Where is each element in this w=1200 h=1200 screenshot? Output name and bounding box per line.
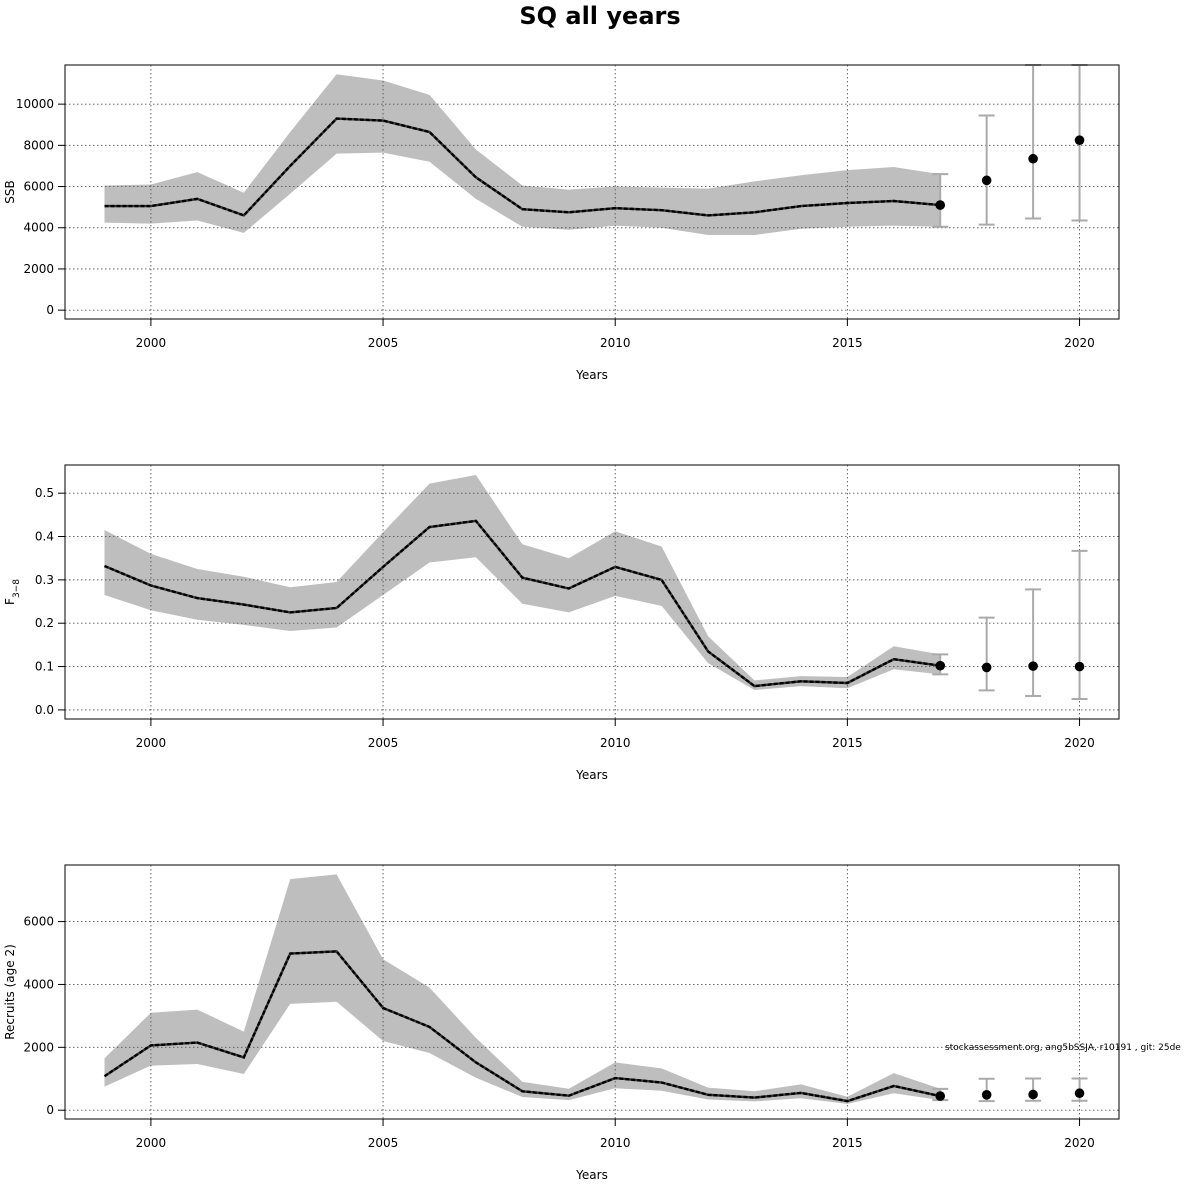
y-tick-label: 0.5 [35,486,54,500]
x-tick-label: 2020 [1064,336,1095,350]
forecast-point [1028,153,1038,164]
estimate-line-dashes [103,950,941,1103]
estimate-line-dashes [104,117,941,217]
x-tick-label: 2000 [136,736,167,750]
y-tick-label: 0.2 [35,616,54,630]
x-tick-label: 2015 [832,336,863,350]
forecast-point [1074,135,1085,145]
y-axis-label: Recruits (age 2) [3,944,17,1040]
forecast-point [935,200,946,210]
confidence-band [104,74,941,235]
forecast-point [1028,661,1038,671]
x-tick-label: 2010 [600,336,631,350]
x-tick-label: 2010 [600,1136,631,1150]
x-tick-label: 2005 [368,736,399,750]
forecast-point [1028,1089,1038,1100]
y-tick-label: 2000 [23,1040,54,1054]
forecast-point [1074,1088,1085,1099]
plot-frame [64,64,1120,320]
forecast-point [981,662,992,673]
panel-2: 2000 2005 2010 2015 2020 0.0 0.1 0.2 0.3 0.4 0.5 Ye… [3,464,1120,782]
y-tick-label: 0.1 [35,660,54,674]
y-axis-label-subscript: 3−8 [12,579,22,598]
x-axis-label: Years [575,768,608,782]
confidence-band [104,874,941,1104]
figure-title: SQ all years [519,2,681,30]
y-tick-label: 6000 [23,915,54,929]
forecast-point [981,175,992,186]
forecast-point [935,660,946,671]
y-tick-label: 0.3 [35,573,54,587]
x-tick-label: 2005 [368,1136,399,1150]
y-tick-label: 4000 [23,221,54,235]
plot-frame [64,864,1120,1120]
x-tick-label: 2005 [368,336,399,350]
panel-1: 2000 2005 2010 2015 2020 0 2000 4000 6000 8000 100… [3,64,1120,382]
y-tick-label: 4000 [23,977,54,991]
x-tick-label: 2020 [1064,1136,1095,1150]
forecast-point [981,1089,992,1100]
y-tick-label: 10000 [16,97,54,111]
y-tick-label: 0.0 [35,703,54,717]
x-tick-label: 2010 [600,736,631,750]
estimate-line-dashes [104,519,941,688]
y-tick-label: 6000 [23,180,54,194]
y-tick-label: 2000 [23,262,54,276]
credit-text: stockassessment.org, ang5bSSJA, r10191 ,… [945,1043,1181,1053]
x-tick-label: 2020 [1064,736,1095,750]
y-tick-label: 0.4 [35,530,54,544]
x-axis-label: Years [575,1168,608,1182]
panel-3: 2000 2005 2010 2015 2020 0 2000 4000 6000 Years Re… [3,864,1120,1182]
y-axis-label: SSB [3,180,17,203]
x-tick-label: 2000 [136,1136,167,1150]
confidence-band [104,475,941,690]
forecast-point [1074,661,1085,672]
y-axis-label: F3−8 [3,579,22,605]
forecast-point [935,1091,946,1101]
plot-frame [64,464,1120,720]
x-tick-label: 2000 [136,336,167,350]
y-tick-label: 8000 [23,138,54,152]
y-tick-label: 0 [46,1103,54,1117]
x-axis-label: Years [575,368,608,382]
x-tick-label: 2015 [832,736,863,750]
x-tick-label: 2015 [832,1136,863,1150]
y-tick-label: 0 [46,303,54,317]
